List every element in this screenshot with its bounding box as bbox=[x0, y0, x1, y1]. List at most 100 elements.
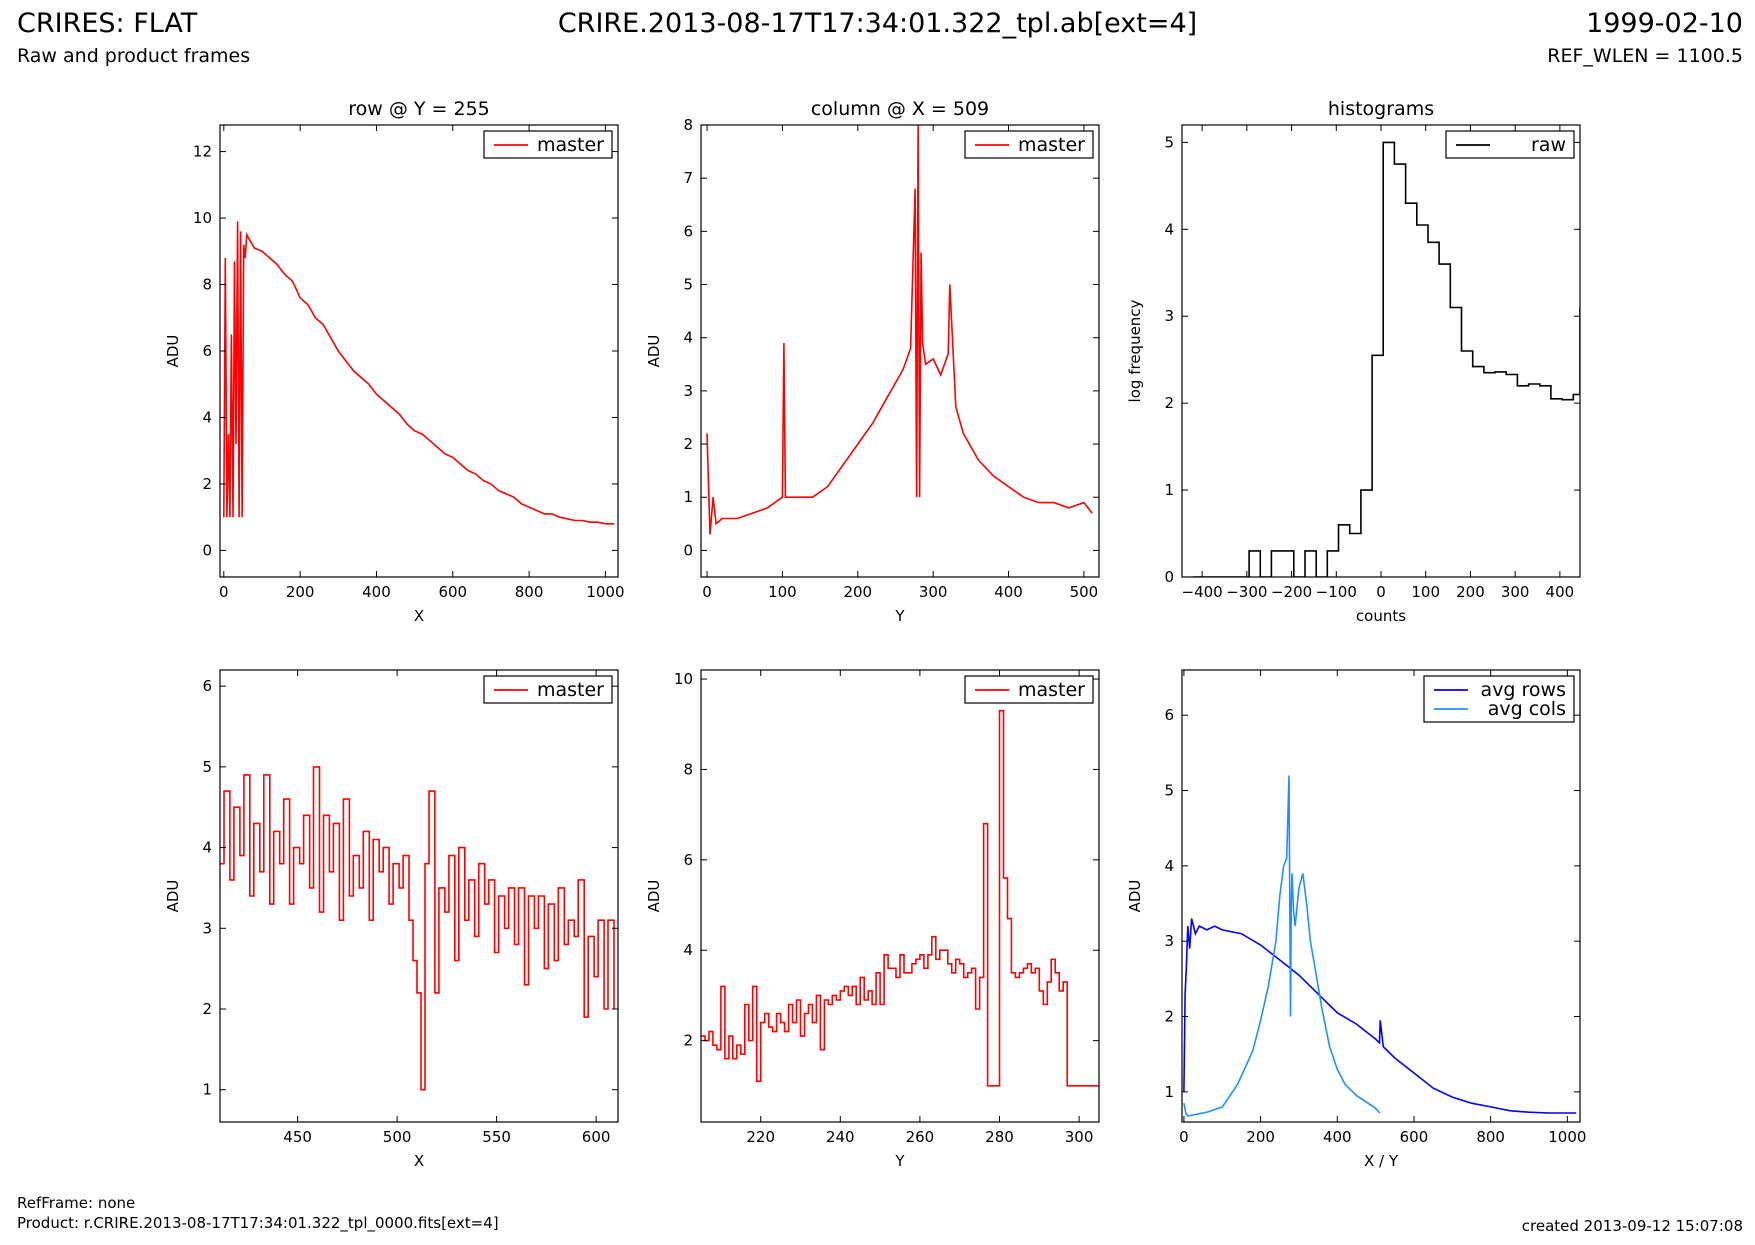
x-tick-label: −400 bbox=[1182, 583, 1223, 601]
x-tick-label: 400 bbox=[994, 583, 1023, 601]
y-tick-label: 5 bbox=[683, 276, 693, 294]
y-tick-label: 2 bbox=[202, 1000, 212, 1018]
x-tick-label: 240 bbox=[826, 1128, 855, 1146]
legend: master bbox=[483, 130, 613, 159]
legend-label: raw bbox=[1531, 134, 1566, 156]
x-tick-label: −100 bbox=[1316, 583, 1357, 601]
x-tick-label: 200 bbox=[286, 583, 315, 601]
x-tick-label: 500 bbox=[1070, 583, 1099, 601]
x-tick-label: 300 bbox=[1065, 1128, 1094, 1146]
x-tick-label: 200 bbox=[843, 583, 872, 601]
x-tick-label: 550 bbox=[482, 1128, 511, 1146]
x-axis-label: X / Y bbox=[1364, 1152, 1399, 1170]
y-tick-label: 4 bbox=[202, 839, 212, 857]
x-axis-label: X bbox=[414, 607, 424, 625]
y-tick-label: 5 bbox=[1164, 782, 1174, 800]
y-tick-label: 0 bbox=[1164, 568, 1174, 586]
plot-frame bbox=[219, 124, 619, 578]
x-axis-label: Y bbox=[894, 1152, 905, 1170]
series-avg-cols-line bbox=[1183, 775, 1381, 1117]
x-tick-label: 100 bbox=[768, 583, 797, 601]
plot-frame bbox=[700, 669, 1100, 1123]
y-tick-label: 7 bbox=[683, 169, 693, 187]
x-tick-label: 0 bbox=[1376, 583, 1386, 601]
x-tick-label: −300 bbox=[1226, 583, 1267, 601]
y-axis-label: ADU bbox=[645, 335, 663, 368]
x-tick-label: 0 bbox=[1179, 1128, 1189, 1146]
y-tick-label: 3 bbox=[202, 919, 212, 937]
y-tick-label: 2 bbox=[683, 1032, 693, 1050]
product-name: Product: r.CRIRE.2013-08-17T17:34:01.322… bbox=[17, 1214, 499, 1232]
series-master-line bbox=[706, 125, 1093, 535]
legend: master bbox=[483, 675, 613, 704]
y-tick-label: 0 bbox=[683, 541, 693, 559]
y-tick-label: 6 bbox=[683, 222, 693, 240]
x-tick-label: 0 bbox=[702, 583, 712, 601]
y-tick-label: 2 bbox=[1164, 394, 1174, 412]
frame-name: CRIRE.2013-08-17T17:34:01.322_tpl.ab[ext… bbox=[557, 8, 1198, 39]
y-tick-label: 10 bbox=[193, 209, 212, 227]
y-tick-label: 8 bbox=[683, 116, 693, 134]
y-tick-label: 2 bbox=[202, 475, 212, 493]
y-tick-label: 3 bbox=[683, 382, 693, 400]
chart-row: 0 200 400 600 800 1000 0 2 4 6 8 10 12 row @ Y = 255 X… bbox=[164, 98, 625, 625]
x-axis-label: counts bbox=[1356, 607, 1406, 625]
y-tick-label: 4 bbox=[1164, 857, 1174, 875]
chart-column-zoom: 220 240 260 280 300 2 4 6 8 10 Y ADU master bbox=[645, 669, 1100, 1170]
x-tick-label: 200 bbox=[1246, 1128, 1275, 1146]
y-tick-label: 0 bbox=[202, 541, 212, 559]
series-master-line bbox=[223, 221, 615, 525]
legend-label: master bbox=[1018, 679, 1085, 701]
legend-label: master bbox=[537, 679, 604, 701]
chart-title: histograms bbox=[1328, 98, 1434, 120]
x-tick-label: 450 bbox=[283, 1128, 312, 1146]
created-timestamp: created 2013-09-12 15:07:08 bbox=[1521, 1217, 1743, 1235]
legend: master bbox=[964, 675, 1094, 704]
x-tick-label: 1000 bbox=[1548, 1128, 1586, 1146]
y-axis-label: ADU bbox=[164, 335, 182, 368]
x-tick-label: 200 bbox=[1456, 583, 1485, 601]
y-axis-label: ADU bbox=[1126, 880, 1144, 913]
chart-averages: 0 200 400 600 800 1000 1 2 3 4 5 6 X / Y ADU avg rowsa… bbox=[1126, 669, 1586, 1170]
x-tick-label: 800 bbox=[1476, 1128, 1505, 1146]
ref-frame: RefFrame: none bbox=[17, 1194, 136, 1212]
legend: raw bbox=[1445, 130, 1575, 159]
y-tick-label: 8 bbox=[202, 276, 212, 294]
y-axis-label: ADU bbox=[164, 880, 182, 913]
x-tick-label: 500 bbox=[383, 1128, 412, 1146]
y-tick-label: 1 bbox=[1164, 1083, 1174, 1101]
y-tick-label: 6 bbox=[683, 851, 693, 869]
series-master-line bbox=[701, 709, 1099, 1087]
chart-histograms: −400 −300 −200 −100 0 100 200 300 400 0 1 2 3 4 5 histo… bbox=[1126, 98, 1581, 625]
chart-title: column @ X = 509 bbox=[811, 98, 989, 120]
y-tick-label: 1 bbox=[1164, 481, 1174, 499]
y-tick-label: 4 bbox=[683, 941, 693, 959]
x-tick-label: 600 bbox=[438, 583, 467, 601]
legend-label: master bbox=[537, 134, 604, 156]
x-tick-label: 220 bbox=[746, 1128, 775, 1146]
x-tick-label: 400 bbox=[362, 583, 391, 601]
y-axis-label: ADU bbox=[645, 880, 663, 913]
y-tick-label: 4 bbox=[202, 408, 212, 426]
ref-wlen: REF_WLEN = 1100.5 bbox=[1547, 45, 1743, 67]
report-title: CRIRES: FLAT bbox=[17, 8, 198, 39]
x-tick-label: 400 bbox=[1323, 1128, 1352, 1146]
plot-frame bbox=[1181, 669, 1581, 1123]
y-tick-label: 10 bbox=[674, 670, 693, 688]
y-tick-label: 4 bbox=[1164, 220, 1174, 238]
x-tick-label: 280 bbox=[985, 1128, 1014, 1146]
legend-box bbox=[1423, 675, 1575, 723]
report-subtitle: Raw and product frames bbox=[17, 45, 251, 67]
plot-frame bbox=[1181, 124, 1581, 578]
series-raw-line bbox=[1193, 141, 1580, 577]
series-avg-rows-line bbox=[1183, 918, 1577, 1114]
y-tick-label: 2 bbox=[683, 435, 693, 453]
x-tick-label: 300 bbox=[1501, 583, 1530, 601]
x-tick-label: 800 bbox=[515, 583, 544, 601]
y-tick-label: 5 bbox=[1164, 133, 1174, 151]
x-tick-label: 260 bbox=[906, 1128, 935, 1146]
x-tick-label: −200 bbox=[1271, 583, 1312, 601]
x-tick-label: 400 bbox=[1546, 583, 1575, 601]
